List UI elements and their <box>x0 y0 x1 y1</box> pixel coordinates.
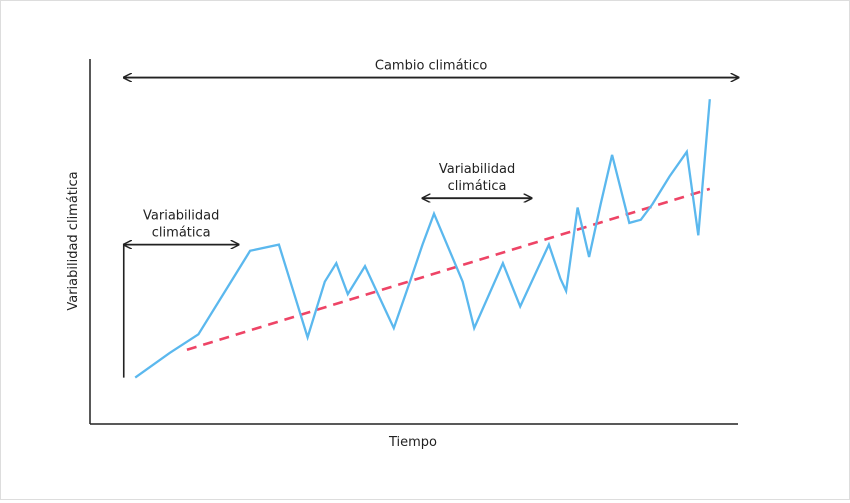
x-axis-label: Tiempo <box>388 435 437 450</box>
annotation-label-0-0: Cambio climático <box>375 59 488 74</box>
annotation-label-2-0: Variabilidad <box>439 162 515 177</box>
series-line-0 <box>134 99 711 379</box>
chart-marks <box>122 99 711 379</box>
chart-annotations: Cambio climático Variabilidad climática Var… <box>124 59 739 245</box>
y-axis-label: Variabilidad climática <box>66 171 81 310</box>
annotation-label-1-1: climática <box>152 226 211 241</box>
annotation-label-2-1: climática <box>448 179 507 194</box>
trend-line <box>186 187 711 352</box>
annotation-label-1-0: Variabilidad <box>143 209 219 224</box>
